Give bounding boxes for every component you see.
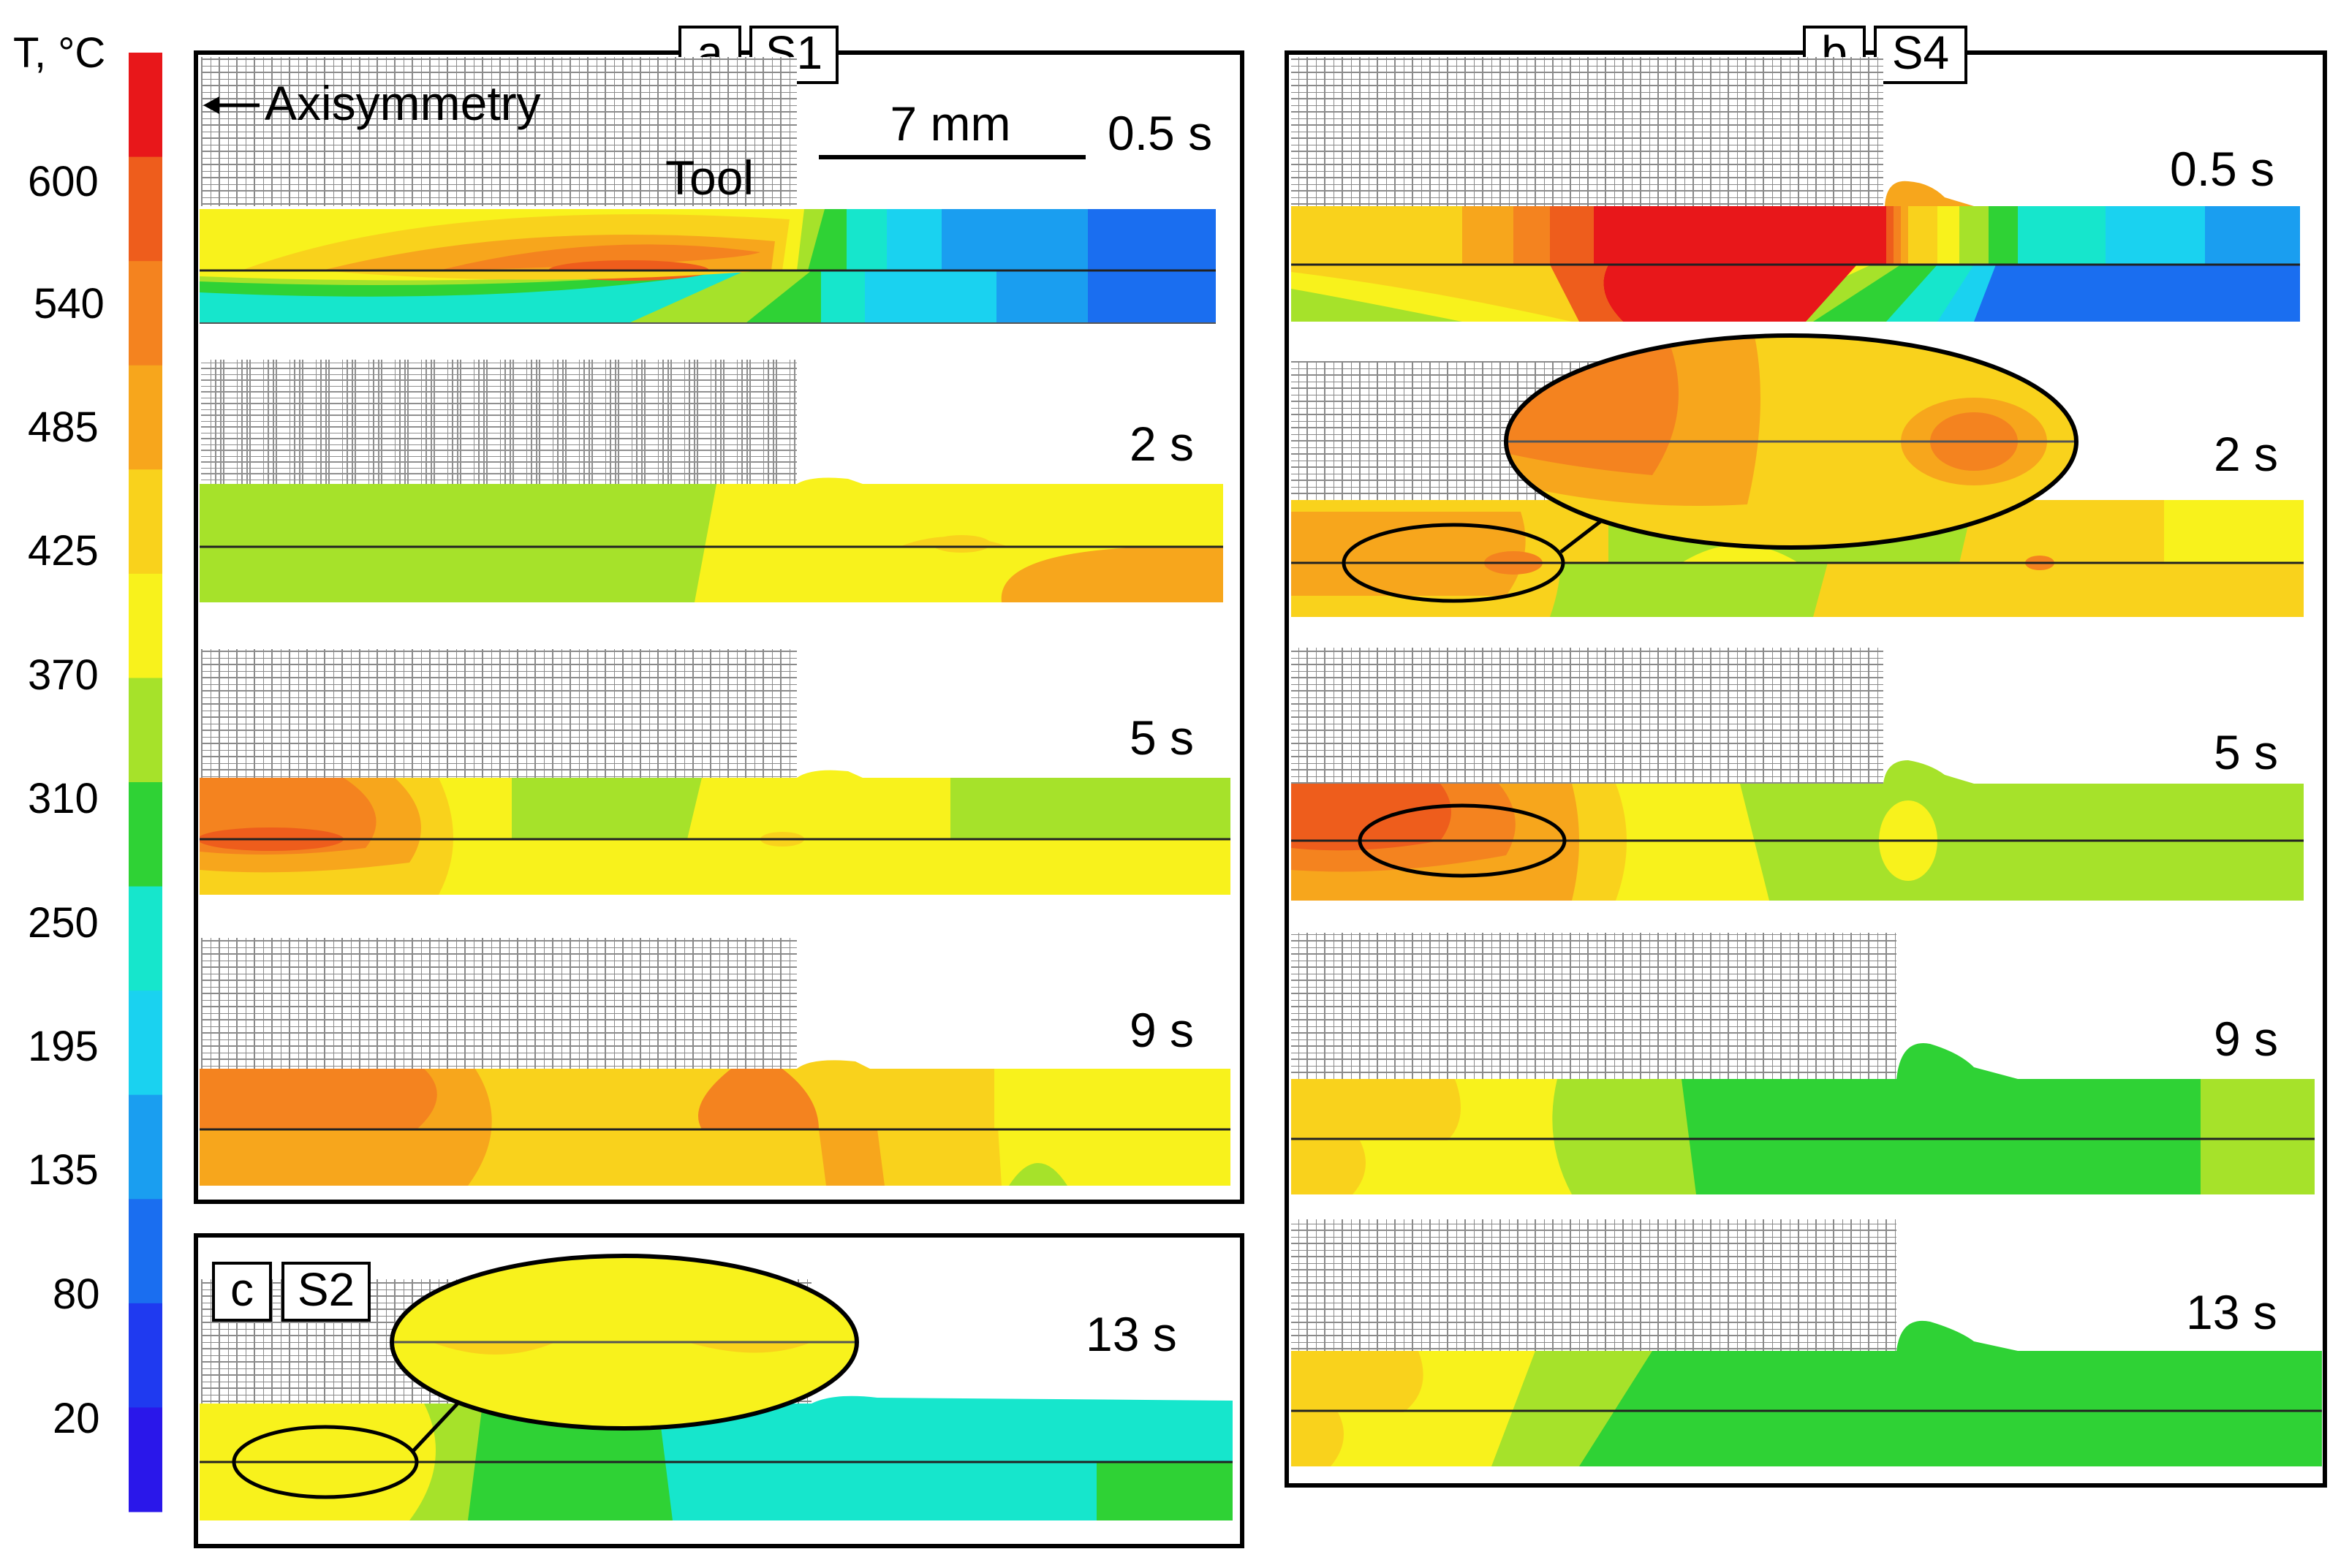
time-label: 2 s	[2214, 427, 2278, 481]
colorbar-label-195: 195	[28, 1023, 99, 1070]
panel-c-s2: c S2 13 s	[194, 1233, 1244, 1548]
colorbar-label-540: 540	[34, 280, 105, 327]
colorbar-segment	[129, 782, 162, 887]
axisymmetry-annotation: Axisymmetry	[203, 76, 541, 130]
zoom-inset-c	[232, 1254, 859, 1499]
colorbar-label-370: 370	[28, 651, 99, 699]
tool-mesh	[1291, 648, 1883, 784]
time-label: 2 s	[1130, 417, 1194, 471]
workpiece-contour	[1291, 1079, 2315, 1194]
time-label: 0.5 s	[2170, 142, 2274, 196]
panel-b-frame-13s: 13 s	[1291, 1219, 2322, 1466]
panel-a-frame-5s: 5 s	[200, 649, 1230, 895]
panel-a-s1: a S1	[194, 26, 1244, 1204]
panel-b-s4: b S4	[1285, 26, 2327, 1488]
panel-b-frame-2s: 2 s	[1291, 333, 2304, 617]
colorbar-segment	[129, 53, 162, 158]
colorbar-label-600: 600	[28, 158, 99, 205]
workpiece-contour	[1291, 1351, 2322, 1466]
colorbar-segment	[129, 573, 162, 678]
panel-a-frame-2s: 2 s	[200, 360, 1223, 602]
tool-mesh	[1291, 57, 1883, 206]
tool-label: Tool	[665, 151, 754, 205]
colorbar-label-135: 135	[28, 1146, 99, 1194]
panel-b-sample: S4	[1892, 26, 1949, 79]
time-label: 13 s	[1086, 1307, 1177, 1361]
panel-c-sample: S2	[298, 1263, 355, 1316]
panel-a-frame-9s: 9 s	[200, 938, 1230, 1186]
time-label: 5 s	[1130, 711, 1194, 765]
colorbar-segment	[129, 1407, 162, 1512]
scale-bar-label: 7 mm	[890, 96, 1011, 151]
tool-mesh	[201, 360, 797, 484]
colorbar-segment	[129, 1199, 162, 1304]
colorbar-label-20: 20	[53, 1395, 100, 1442]
workpiece-contour	[200, 1069, 1230, 1186]
tool-mesh	[1291, 933, 1896, 1079]
colorbar-segment	[129, 1094, 162, 1200]
panel-c-letter: c	[230, 1263, 254, 1316]
time-label: 0.5 s	[1108, 106, 1212, 160]
tool-mesh	[201, 57, 797, 206]
colorbar-label-250: 250	[28, 899, 99, 947]
panel-b-label: b S4	[1803, 26, 1967, 84]
time-label: 5 s	[2214, 725, 2278, 779]
colorbar-label-485: 485	[28, 404, 99, 451]
workpiece-contour	[1291, 784, 2304, 901]
tool-mesh	[1291, 1219, 1896, 1351]
colorbar-segment	[129, 261, 162, 366]
colorbar-segment	[129, 886, 162, 991]
time-label: 9 s	[2214, 1012, 2278, 1066]
colorbar-segment	[129, 1303, 162, 1408]
colorbar-labels: 600 540 485 425 370 310 250 195 135 80 2…	[28, 158, 105, 1442]
panel-b-frame-9s: 9 s	[1291, 933, 2315, 1194]
time-label: 9 s	[1130, 1003, 1194, 1057]
panel-b-frame-5s: 5 s	[1291, 648, 2304, 901]
time-label: 13 s	[2186, 1285, 2277, 1339]
tool-mesh	[201, 649, 797, 778]
colorbar-title: T, °C	[13, 29, 105, 77]
axisymmetry-label: Axisymmetry	[265, 76, 541, 130]
panel-b-frame-0-5s: 0.5 s	[1291, 57, 2300, 322]
panel-c-label: c S2	[212, 1262, 371, 1322]
workpiece-contour	[200, 209, 1216, 323]
highlight-ellipse	[1358, 803, 1567, 878]
colorbar-segment	[129, 365, 162, 470]
zoom-inset-b	[1342, 333, 2078, 603]
colorbar-label-80: 80	[53, 1270, 100, 1318]
colorbar-segment	[129, 156, 162, 262]
workpiece-contour	[200, 778, 1230, 895]
colorbar-segment	[129, 678, 162, 783]
workpiece-contour	[200, 484, 1223, 602]
colorbar-segment	[129, 469, 162, 575]
panel-c-frame	[194, 1233, 1244, 1548]
tool-mesh	[201, 938, 797, 1069]
colorbar-segment	[129, 991, 162, 1096]
workpiece-contour	[1291, 206, 2300, 322]
colorbar-label-310: 310	[28, 775, 99, 822]
colorbar-segments	[129, 53, 162, 1512]
temperature-colorbar: T, °C 600 540 485 425 370 310 250 195 13…	[13, 29, 162, 1512]
scale-bar: 7 mm	[819, 96, 1086, 159]
colorbar-label-425: 425	[28, 527, 99, 575]
panel-a-frame-0-5s: Axisymmetry Tool 7 mm 0.5 s	[200, 57, 1216, 324]
